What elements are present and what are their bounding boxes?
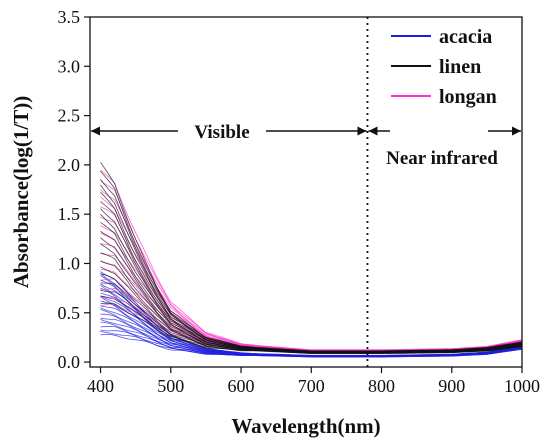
y-tick-label: 3.0 (58, 56, 81, 76)
axis-ticks: 400 500 600 700 800 900 1000 0.0 0.5 1.0 1.5 2.0 2.5… (58, 7, 541, 396)
spectrum-line-longan (100, 217, 523, 352)
y-tick-label: 3.5 (58, 7, 81, 27)
x-tick-label: 900 (438, 376, 465, 396)
spectrum-line-longan (100, 169, 523, 351)
legend: acacia linen longan (391, 26, 497, 108)
arrow-head (368, 126, 378, 136)
plot-frame (89, 16, 523, 368)
x-tick-label: 600 (228, 376, 255, 396)
spectrum-line-linen (100, 266, 523, 354)
y-tick-label: 1.0 (58, 253, 81, 273)
x-tick-label: 800 (368, 376, 395, 396)
nir-region-label: Near infrared (386, 148, 498, 169)
visible-region-label: Visible (194, 122, 249, 143)
x-tick-label: 700 (298, 376, 325, 396)
spectrum-line-longan (100, 189, 523, 351)
spectrum-line-linen (100, 162, 523, 352)
legend-label-longan: longan (439, 86, 497, 108)
x-tick-label: 400 (87, 376, 114, 396)
x-axis-title: Wavelength(nm) (231, 414, 380, 438)
y-tick-label: 0.5 (58, 303, 81, 323)
arrow-head (357, 126, 367, 136)
legend-label-linen: linen (439, 56, 481, 78)
legend-label-acacia: acacia (439, 26, 492, 48)
arrow-head (91, 126, 100, 136)
y-tick-label: 2.0 (58, 155, 81, 175)
y-tick-label: 0.0 (58, 352, 81, 372)
spectrum-line-linen (100, 179, 523, 352)
x-tick-label: 1000 (504, 376, 540, 396)
spectrum-line-linen (100, 184, 523, 352)
annotations: Visible Near infrared (91, 17, 521, 367)
spectra-lines (100, 162, 523, 358)
x-tick-label: 500 (157, 376, 184, 396)
arrow-head (512, 126, 521, 136)
y-tick-label: 1.5 (58, 204, 81, 224)
y-tick-label: 2.5 (58, 106, 81, 126)
y-axis-title: Absorbance(log(1/T)) (9, 96, 33, 289)
